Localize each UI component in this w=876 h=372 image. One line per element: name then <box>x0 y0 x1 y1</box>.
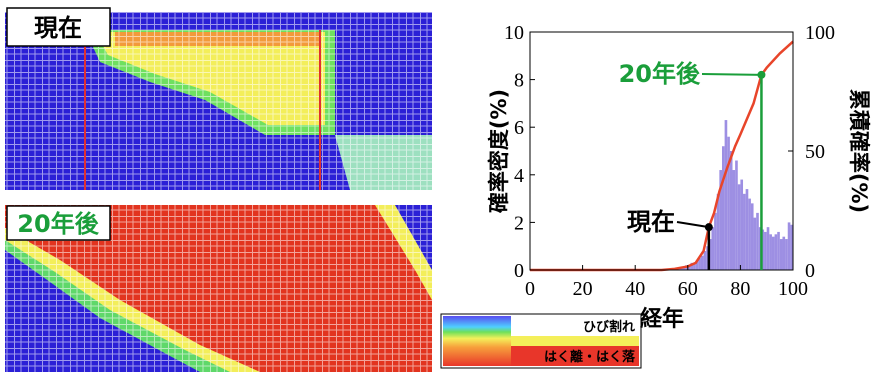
x-axis-label: 経年 <box>640 306 684 332</box>
bar <box>775 234 778 270</box>
panel-label: 20年後 <box>17 210 99 238</box>
y-tick-label: 8 <box>514 70 524 92</box>
bar <box>722 146 725 270</box>
annotation-point <box>705 223 713 231</box>
x-tick-label: 80 <box>730 278 750 300</box>
figure: 現在 20年後 ひび割れ はく離・はく落 0204060801000246810… <box>0 0 876 372</box>
annotation-point <box>757 71 765 79</box>
bar <box>701 256 704 270</box>
bar <box>727 137 730 270</box>
panel-label: 現在 <box>34 14 82 42</box>
bar <box>764 232 767 270</box>
bar <box>754 218 757 270</box>
x-tick-label: 20 <box>573 278 593 300</box>
y2-tick-label: 100 <box>805 22 835 44</box>
bar <box>725 120 728 270</box>
annotation-leader <box>677 222 709 227</box>
bar <box>730 151 733 270</box>
bar <box>740 180 743 270</box>
annotation-leader <box>702 74 761 75</box>
bar <box>769 234 772 270</box>
bar <box>785 239 788 270</box>
bar <box>738 184 741 270</box>
x-tick-label: 40 <box>625 278 645 300</box>
bar <box>782 237 785 270</box>
y-tick-label: 2 <box>514 212 524 234</box>
bar <box>743 194 746 270</box>
y2-tick-label: 0 <box>805 260 815 282</box>
bar <box>704 251 707 270</box>
y-tick-label: 6 <box>514 117 524 139</box>
legend: ひび割れ はく離・はく落 <box>441 314 641 368</box>
bar <box>748 199 751 270</box>
bar <box>733 170 736 270</box>
bar <box>756 213 759 270</box>
y2-axis-label: 累積確率(%) <box>847 89 871 213</box>
x-tick-label: 100 <box>778 278 808 300</box>
bar <box>788 222 791 270</box>
legend-label: はく離・はく落 <box>544 349 636 365</box>
y-tick-label: 0 <box>514 260 524 282</box>
legend-label: ひび割れ <box>583 319 635 335</box>
y2-tick-label: 50 <box>805 141 825 163</box>
y-axis-label: 確率密度(%) <box>487 89 511 213</box>
x-tick-label: 0 <box>525 278 535 300</box>
bar <box>735 161 738 270</box>
bar <box>777 232 780 270</box>
annotation-text: 20年後 <box>619 60 701 88</box>
bar <box>714 213 717 270</box>
bar <box>751 203 754 270</box>
bar <box>711 227 714 270</box>
bar <box>772 237 775 270</box>
annotation-text: 現在 <box>627 208 675 236</box>
bar <box>746 189 749 270</box>
bar <box>780 239 783 270</box>
bar <box>767 227 770 270</box>
y-tick-label: 10 <box>504 22 524 44</box>
y-tick-label: 4 <box>514 165 524 187</box>
x-tick-label: 60 <box>678 278 698 300</box>
